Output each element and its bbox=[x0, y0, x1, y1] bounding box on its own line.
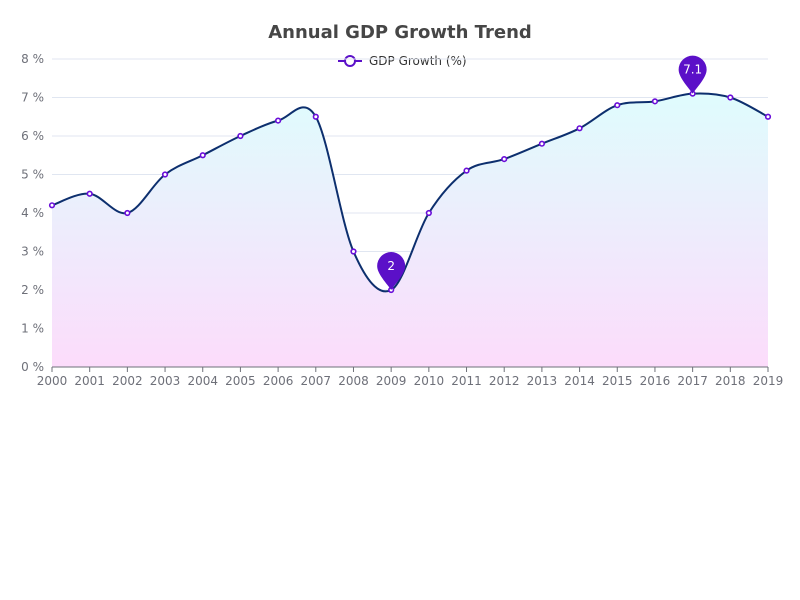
x-tick-label: 2017 bbox=[677, 374, 708, 388]
data-point[interactable] bbox=[124, 209, 131, 217]
x-tick-label: 2014 bbox=[564, 374, 595, 388]
x-tick-label: 2013 bbox=[527, 374, 558, 388]
data-point[interactable] bbox=[275, 117, 282, 124]
data-point[interactable] bbox=[425, 209, 432, 217]
y-tick-label: 0 % bbox=[21, 360, 44, 374]
min-markpoint-pin bbox=[377, 252, 406, 290]
series-line bbox=[51, 92, 769, 293]
min-markpoint-label: 2 bbox=[387, 259, 395, 273]
area-shape bbox=[52, 93, 768, 367]
y-tick-label: 8 % bbox=[21, 52, 44, 66]
data-point[interactable] bbox=[312, 113, 319, 120]
x-tick-label: 2002 bbox=[112, 374, 143, 388]
y-tick-label: 1 % bbox=[21, 322, 44, 336]
x-tick-label: 2000 bbox=[37, 374, 68, 388]
x-tick-label: 2016 bbox=[640, 374, 671, 388]
x-tick-label: 2008 bbox=[338, 374, 369, 388]
data-point[interactable] bbox=[614, 102, 621, 109]
legend-label: GDP Growth (%) bbox=[369, 54, 467, 68]
x-tick-label: 2006 bbox=[263, 374, 294, 388]
legend[interactable]: GDP Growth (%) bbox=[338, 54, 467, 68]
x-tick-label: 2011 bbox=[451, 374, 482, 388]
x-tick-label: 2009 bbox=[376, 374, 407, 388]
x-tick-label: 2015 bbox=[602, 374, 633, 388]
data-point[interactable] bbox=[86, 190, 93, 197]
x-tick-label: 2012 bbox=[489, 374, 520, 388]
max-markpoint-label: 7.1 bbox=[683, 63, 702, 77]
chart-title: Annual GDP Growth Trend bbox=[268, 22, 532, 43]
x-tick-label: 2003 bbox=[150, 374, 181, 388]
x-tick-label: 2010 bbox=[414, 374, 445, 388]
data-point[interactable] bbox=[48, 202, 56, 209]
y-axis-labels: 0 % 1 % 2 % 3 % 4 % 5 % 6 % 7 % 8 % bbox=[21, 52, 44, 374]
x-axis-labels: 2000 2001 2002 2003 2004 2005 2006 2007 2008 2009… bbox=[37, 374, 784, 388]
x-tick-label: 2007 bbox=[301, 374, 332, 388]
x-axis bbox=[51, 366, 769, 372]
area-fill bbox=[52, 93, 768, 367]
y-tick-label: 2 % bbox=[21, 283, 44, 297]
y-tick-label: 7 % bbox=[21, 91, 44, 105]
data-point[interactable] bbox=[199, 152, 206, 159]
data-point[interactable] bbox=[727, 94, 734, 101]
gdp-growth-line bbox=[51, 92, 769, 293]
data-point[interactable] bbox=[161, 171, 169, 178]
y-tick-label: 3 % bbox=[21, 245, 44, 259]
legend-marker-swatch bbox=[344, 55, 356, 67]
max-markpoint-pin bbox=[678, 55, 707, 94]
data-point[interactable] bbox=[576, 125, 583, 132]
data-point[interactable] bbox=[350, 248, 357, 255]
markpoint-pins: 7.12 bbox=[377, 55, 707, 290]
data-point[interactable] bbox=[463, 167, 470, 174]
data-point[interactable] bbox=[764, 113, 772, 120]
y-tick-label: 5 % bbox=[21, 168, 44, 182]
data-point[interactable] bbox=[237, 132, 244, 140]
x-tick-label: 2019 bbox=[753, 374, 784, 388]
data-point[interactable] bbox=[538, 140, 545, 147]
y-tick-label: 4 % bbox=[21, 206, 44, 220]
data-point[interactable] bbox=[651, 98, 659, 105]
data-points[interactable] bbox=[48, 90, 772, 294]
y-tick-label: 6 % bbox=[21, 129, 44, 143]
x-tick-label: 2004 bbox=[187, 374, 218, 388]
data-point[interactable] bbox=[501, 156, 508, 163]
x-tick-label: 2005 bbox=[225, 374, 256, 388]
x-tick-label: 2018 bbox=[715, 374, 746, 388]
x-tick-label: 2001 bbox=[74, 374, 105, 388]
